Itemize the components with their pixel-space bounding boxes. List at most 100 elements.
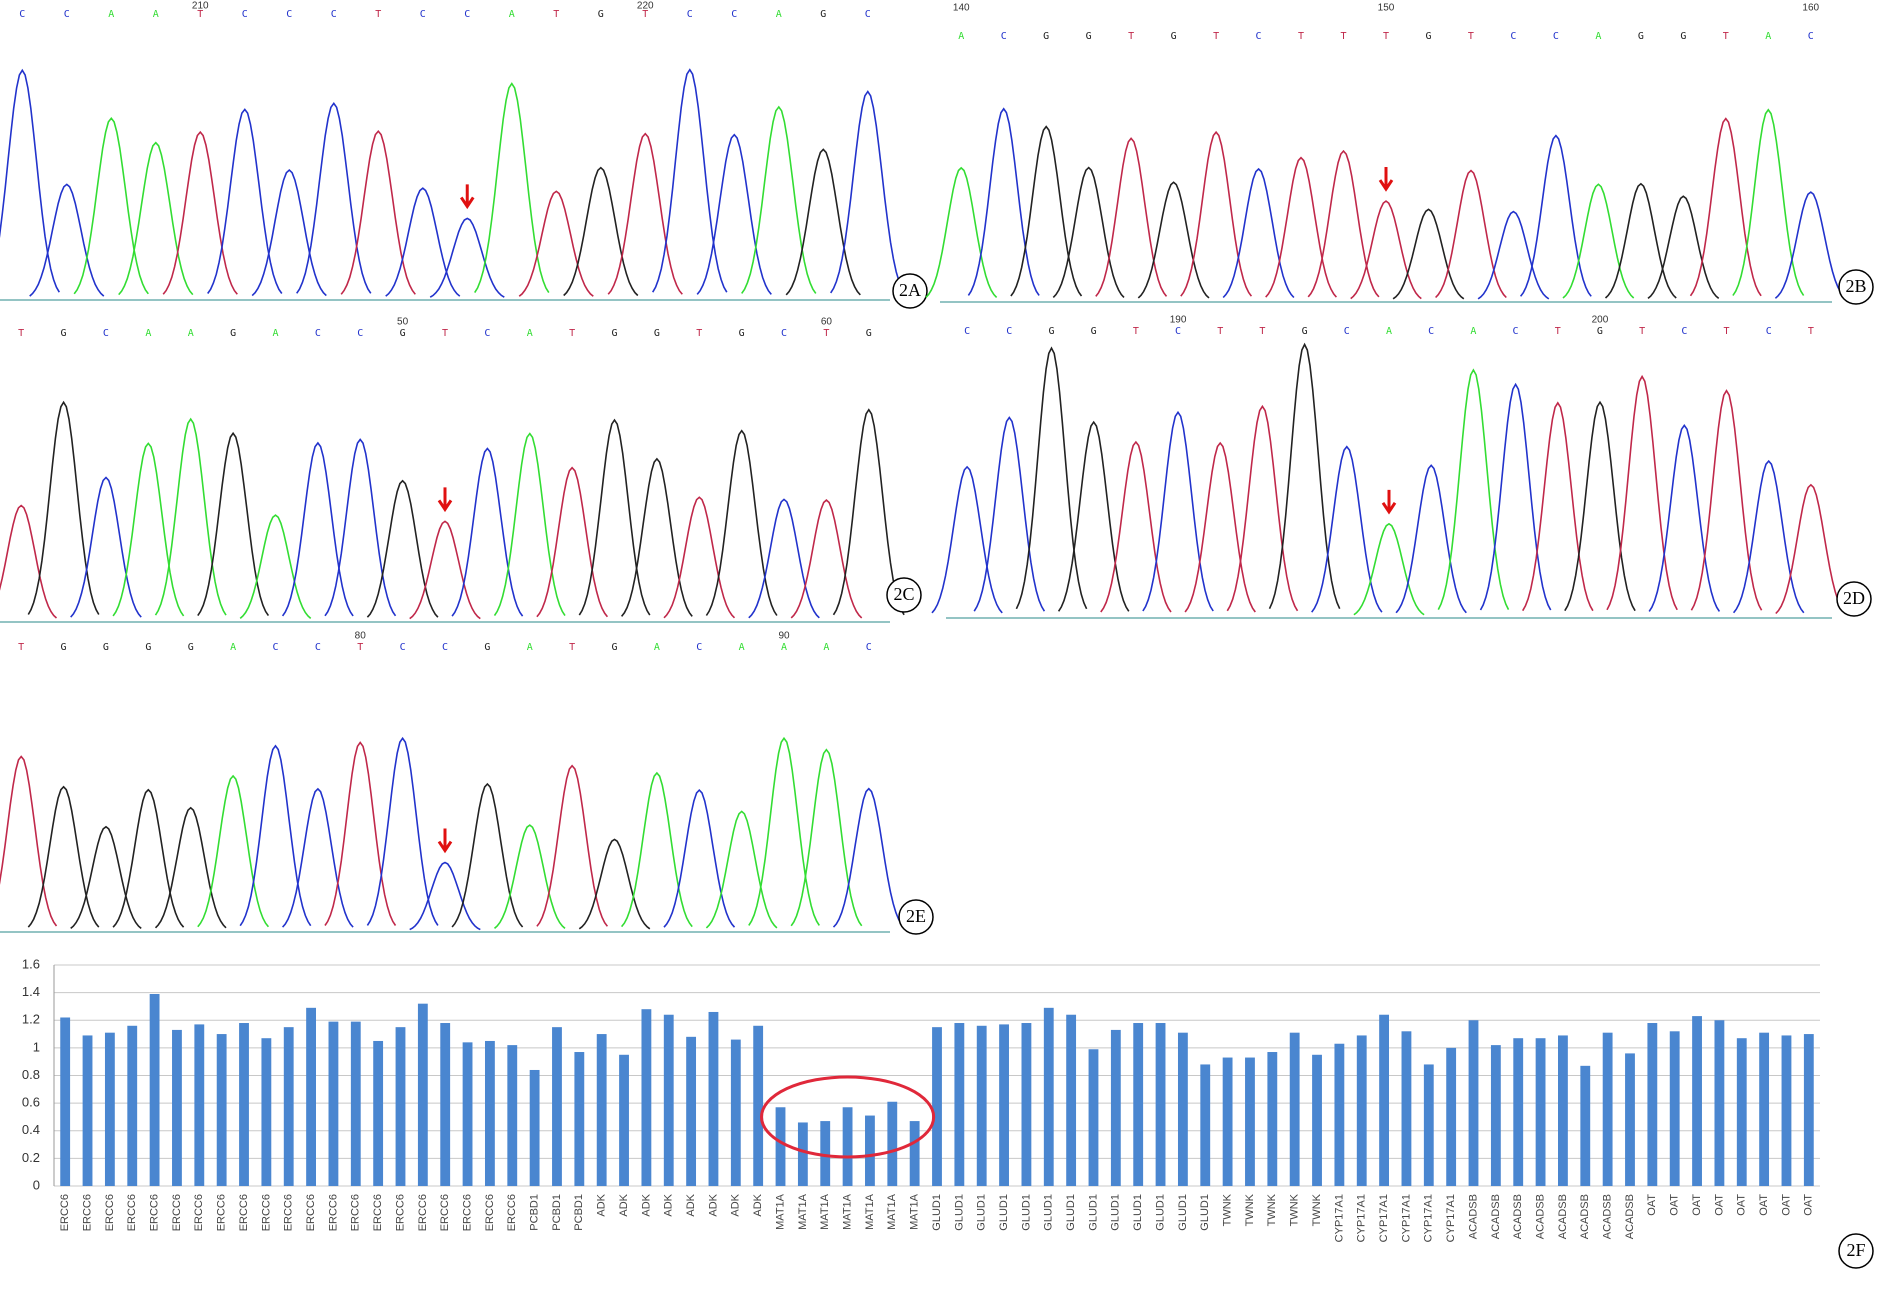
bar xyxy=(730,1039,741,1186)
trace-peak xyxy=(73,117,149,295)
x-tick-label: ACADSB xyxy=(1490,1194,1502,1239)
trace-peak xyxy=(652,68,728,293)
base-letter: G xyxy=(1048,326,1054,337)
trace-peak xyxy=(1052,166,1125,298)
trace-peak xyxy=(0,504,58,619)
bar xyxy=(663,1014,674,1186)
x-tick-label: OAT xyxy=(1669,1194,1681,1216)
x-tick-label: MAT1A xyxy=(819,1193,831,1230)
bar xyxy=(373,1040,384,1186)
bar xyxy=(1714,1020,1725,1186)
x-tick-label: ERCC6 xyxy=(238,1194,250,1231)
trace-peak xyxy=(931,465,1003,614)
bar xyxy=(820,1121,831,1186)
x-tick-label: ADK xyxy=(596,1193,608,1216)
bar xyxy=(440,1023,451,1186)
base-letter: G xyxy=(1425,31,1431,42)
trace-peak xyxy=(1222,167,1295,299)
trace-peak xyxy=(281,787,354,928)
bar xyxy=(1021,1023,1032,1186)
trace-peak xyxy=(785,148,861,296)
x-tick-label: CYP17A1 xyxy=(1356,1194,1368,1242)
trace-peak xyxy=(578,418,651,616)
x-tick-label: ACADSB xyxy=(1534,1194,1546,1239)
base-letter: C xyxy=(1006,326,1012,337)
position-label: 90 xyxy=(778,631,790,642)
position-label: 190 xyxy=(1170,315,1187,326)
trace-peak xyxy=(1732,108,1805,296)
base-letter: C xyxy=(1510,31,1516,42)
trace-peak xyxy=(493,432,566,617)
x-tick-label: GLUD1 xyxy=(998,1194,1010,1231)
bar xyxy=(60,1017,71,1186)
base-letter: C xyxy=(1256,31,1262,42)
base-letter: C xyxy=(1428,326,1434,337)
x-tick-label: GLUD1 xyxy=(1177,1194,1189,1231)
x-tick-label: CYP17A1 xyxy=(1333,1194,1345,1242)
trace-peak xyxy=(518,190,594,297)
base-letter: C xyxy=(315,642,321,653)
base-letter: G xyxy=(61,642,67,653)
panel-badge xyxy=(1836,581,1872,617)
x-tick-label: OAT xyxy=(1780,1194,1792,1216)
base-letter: G xyxy=(400,328,406,339)
x-tick-label: ACADSB xyxy=(1602,1194,1614,1239)
panel-label: 2C xyxy=(893,584,914,604)
base-letter: C xyxy=(272,642,278,653)
base-letter: C xyxy=(331,9,337,20)
base-letter: G xyxy=(188,642,194,653)
bar xyxy=(1759,1032,1770,1186)
trace-peak xyxy=(748,498,820,619)
base-letter: T xyxy=(197,9,203,20)
base-letter: T xyxy=(1808,326,1814,337)
bar xyxy=(350,1021,361,1186)
x-tick-label: PCBD1 xyxy=(551,1194,563,1231)
trace-peak xyxy=(239,744,312,927)
base-letter: T xyxy=(1128,31,1134,42)
trace-peak xyxy=(0,68,60,293)
panel-label: 2D xyxy=(1843,588,1865,608)
trace-peak xyxy=(70,476,142,618)
bar xyxy=(775,1107,786,1186)
x-tick-label: OAT xyxy=(1646,1194,1658,1216)
trace-peak xyxy=(0,755,58,927)
trace-peak xyxy=(1775,483,1847,615)
x-tick-label: OAT xyxy=(1691,1194,1703,1216)
position-label: 140 xyxy=(953,3,970,14)
base-letter: T xyxy=(1555,326,1561,337)
base-letter: T xyxy=(1213,31,1219,42)
x-tick-label: TWNK xyxy=(1289,1193,1301,1226)
base-letter: G xyxy=(820,9,826,20)
trace-peak xyxy=(705,429,778,616)
base-letter: G xyxy=(1086,31,1092,42)
x-tick-label: MAT1A xyxy=(774,1193,786,1230)
trace-peak xyxy=(197,774,270,928)
trace-peak xyxy=(1350,200,1422,300)
trace-peak xyxy=(663,788,736,928)
base-letter: A xyxy=(1386,326,1392,337)
trace-peak xyxy=(1437,368,1510,610)
bar xyxy=(641,1009,652,1186)
trace-peak xyxy=(696,133,772,295)
base-letter: A xyxy=(108,9,114,20)
y-tick-label: 1.4 xyxy=(22,984,40,999)
bar xyxy=(1803,1034,1814,1186)
x-tick-label: GLUD1 xyxy=(1020,1194,1032,1231)
base-letter: T xyxy=(1723,31,1729,42)
bar xyxy=(887,1101,898,1186)
base-letter: C xyxy=(420,9,426,20)
trace-peak xyxy=(429,217,505,298)
bar xyxy=(484,1040,495,1186)
trace-peak xyxy=(705,810,778,929)
bar xyxy=(239,1023,249,1186)
x-tick-label: OAT xyxy=(1758,1194,1770,1216)
trace-peak xyxy=(1307,149,1380,298)
base-letter: G xyxy=(1302,326,1308,337)
trace-peak xyxy=(366,479,439,618)
base-letter: A xyxy=(1470,326,1476,337)
bar xyxy=(1423,1064,1434,1186)
base-letter: G xyxy=(654,328,660,339)
panel-label: 2A xyxy=(899,280,921,300)
